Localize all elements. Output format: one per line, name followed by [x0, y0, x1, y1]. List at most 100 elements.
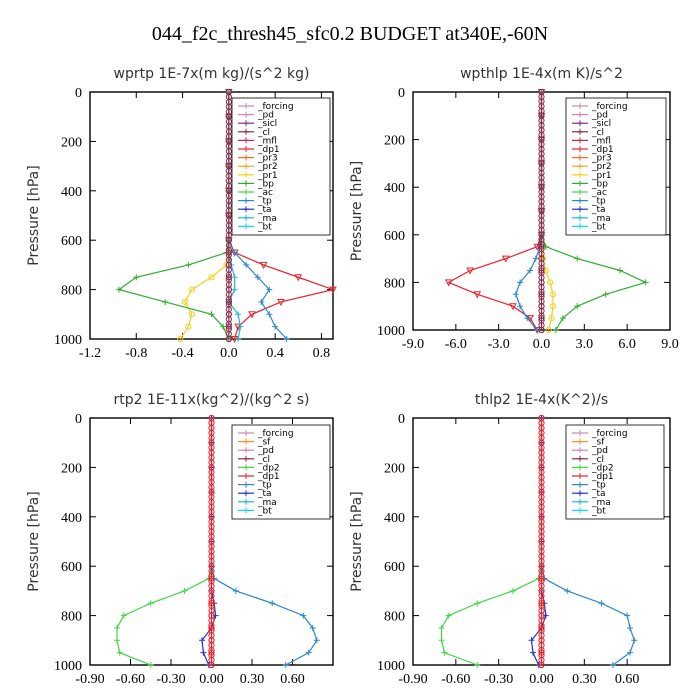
- legend-marker: [577, 490, 583, 497]
- data-point: [232, 587, 239, 594]
- legend-marker: [577, 111, 583, 118]
- data-point: [329, 286, 337, 294]
- legend-marker: [577, 103, 583, 109]
- legend-marker: [577, 120, 583, 127]
- legend-marker: [243, 438, 249, 445]
- legend: _forcing_pd_sicl_cl_mfl_dp1_pr3_pr2_pr1_…: [565, 97, 667, 236]
- legend-marker: [243, 137, 249, 144]
- legend-marker: [243, 214, 249, 221]
- data-point: [220, 323, 227, 330]
- legend-label: _ma: [257, 498, 277, 508]
- data-point: [564, 587, 571, 594]
- data-point: [225, 249, 232, 256]
- legend-marker: [577, 473, 583, 479]
- x-tick-label: 0.30: [240, 672, 265, 687]
- data-point: [538, 661, 545, 669]
- data-point: [272, 323, 279, 330]
- data-point: [517, 303, 524, 310]
- data-point: [538, 315, 545, 322]
- legend-label: _sf: [591, 438, 605, 448]
- legend-label: _dp2: [591, 463, 614, 473]
- x-tick-label: -6.0: [445, 337, 467, 352]
- y-tick-label: 600: [61, 234, 82, 249]
- data-point: [444, 279, 453, 287]
- data-point: [474, 600, 481, 607]
- data-point: [300, 612, 307, 619]
- data-point: [609, 662, 616, 668]
- legend-marker: [243, 455, 249, 462]
- x-tick-label: 0.4: [266, 346, 284, 361]
- legend-marker: [243, 498, 249, 505]
- data-point: [549, 303, 557, 310]
- legend-label: _cl: [257, 128, 270, 138]
- data-point: [309, 624, 316, 631]
- legend-marker: [243, 447, 249, 454]
- data-point: [208, 661, 215, 669]
- y-tick-label: 200: [61, 135, 82, 150]
- chart-panel-2: wpthlp 1E-4x(m K)/s^2 Pressure [hPa] 0 200 4…: [349, 66, 679, 352]
- data-point: [624, 612, 631, 619]
- y-tick-label: 200: [384, 134, 405, 149]
- data-point: [115, 286, 122, 293]
- legend-label: _forcing: [257, 429, 294, 439]
- data-point: [283, 336, 290, 342]
- legend-label: _pr1: [591, 171, 612, 181]
- series-line-tp: [515, 92, 543, 331]
- legend-label: _bt: [257, 506, 272, 516]
- legend-label: _bp: [257, 179, 274, 189]
- legend-label: _pr3: [257, 154, 278, 164]
- legend-marker: [243, 128, 249, 135]
- legend-marker: [577, 223, 583, 230]
- legend-marker: [577, 154, 583, 161]
- data-point: [147, 600, 154, 607]
- legend-marker: [577, 146, 583, 152]
- data-point: [538, 575, 545, 582]
- legend-marker: [577, 438, 583, 445]
- chart-panel-4: thlp2 1E-4x(K^2)/s Pressure [hPa] 0 200 400 6…: [349, 392, 671, 687]
- data-point: [266, 311, 273, 318]
- data-point: [231, 274, 238, 281]
- data-point: [162, 298, 169, 305]
- x-tick-label: -0.60: [441, 672, 470, 687]
- data-point: [269, 600, 276, 607]
- legend-marker: [577, 163, 583, 170]
- data-point: [208, 274, 215, 281]
- data-point: [509, 587, 516, 594]
- legend-marker: [243, 111, 249, 118]
- data-point: [574, 303, 581, 310]
- x-tick-label: -1.2: [79, 346, 101, 361]
- data-point: [231, 286, 238, 293]
- data-point: [642, 279, 649, 286]
- legend: _forcing_sf_pd_cl_dp2_dp1_tp_ta_ma_bt: [565, 424, 665, 520]
- x-tick-label: -3.0: [488, 337, 510, 352]
- x-tick-label: -0.30: [484, 672, 513, 687]
- x-tick-label: -0.90: [398, 672, 427, 687]
- legend-marker: [243, 120, 249, 127]
- y-tick-label: 0: [75, 86, 82, 101]
- panel-title: rtp2 1E-11x(kg^2)/(kg^2 s): [114, 392, 310, 408]
- x-tick-label: -0.8: [125, 346, 147, 361]
- data-point: [602, 291, 609, 298]
- y-tick-label: 0: [75, 412, 82, 427]
- data-point: [627, 624, 634, 631]
- data-point: [225, 323, 232, 330]
- y-tick-label: 400: [61, 511, 82, 526]
- data-point: [552, 327, 559, 333]
- data-point: [598, 600, 605, 607]
- legend-label: _pd: [257, 111, 274, 121]
- data-point: [438, 637, 445, 644]
- chart-panel-1: wprtp 1E-7x(m kg)/(s^2 kg) Pressure [hPa]…: [26, 66, 337, 361]
- data-point: [237, 323, 244, 330]
- data-point: [225, 274, 232, 281]
- x-tick-label: -0.30: [156, 672, 185, 687]
- data-point: [248, 311, 256, 319]
- legend-label: _bt: [257, 222, 272, 232]
- data-point: [527, 267, 534, 274]
- data-point: [548, 315, 555, 322]
- legend-label: _tp: [591, 481, 606, 491]
- x-tick-label: -0.4: [171, 346, 193, 361]
- data-point: [185, 323, 192, 330]
- chart-panel-3: rtp2 1E-11x(kg^2)/(kg^2 s) Pressure [hPa]…: [26, 392, 334, 687]
- legend-marker: [243, 163, 249, 170]
- data-point: [501, 255, 510, 263]
